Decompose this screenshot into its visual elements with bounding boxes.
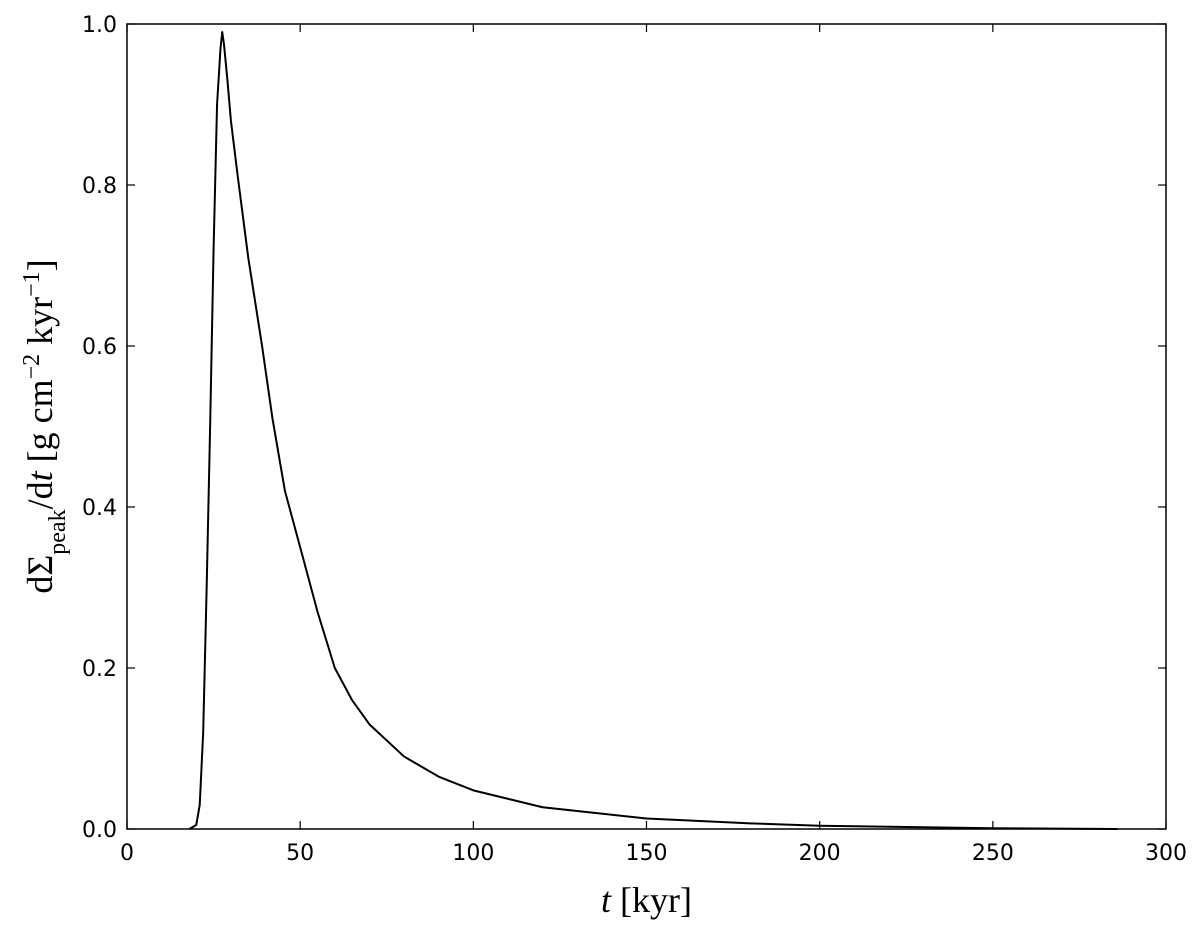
y-tick-label: 1.0 [82, 13, 117, 38]
data-line [188, 31, 1118, 830]
axis-label-part: ] [20, 259, 60, 271]
plot-frame [126, 23, 1167, 830]
axis-label-part: −1 [19, 271, 45, 297]
x-tick-label: 100 [452, 841, 494, 866]
axis-label-part: −2 [19, 354, 45, 380]
y-tick-label: 0.4 [82, 496, 117, 521]
axis-label-part: [kyr] [611, 880, 692, 920]
axis-label-part: t [601, 880, 612, 920]
axis-label-part: t [20, 470, 60, 481]
y-tick-label: 0.0 [82, 818, 117, 843]
axis-label-part: dΣ [20, 555, 60, 594]
axis-label-part: kyr [20, 297, 60, 354]
x-tick-label: 250 [972, 841, 1014, 866]
axis-label-part: /d [20, 481, 60, 509]
x-tick-label: 300 [1145, 841, 1187, 866]
y-tick-label: 0.8 [82, 174, 117, 199]
axis-label-part: peak [45, 509, 71, 554]
x-tick-label: 150 [626, 841, 668, 866]
axis-label: dΣpeak/dt [g cm−2 kyr−1] [19, 259, 71, 593]
x-tick-label: 50 [286, 841, 314, 866]
y-tick-label: 0.2 [82, 657, 117, 682]
axis-label-part: [g cm [20, 379, 60, 471]
y-tick-label: 0.6 [82, 335, 117, 360]
x-tick-label: 0 [120, 841, 134, 866]
x-tick-label: 200 [799, 841, 841, 866]
axis-label: t [kyr] [601, 880, 692, 920]
